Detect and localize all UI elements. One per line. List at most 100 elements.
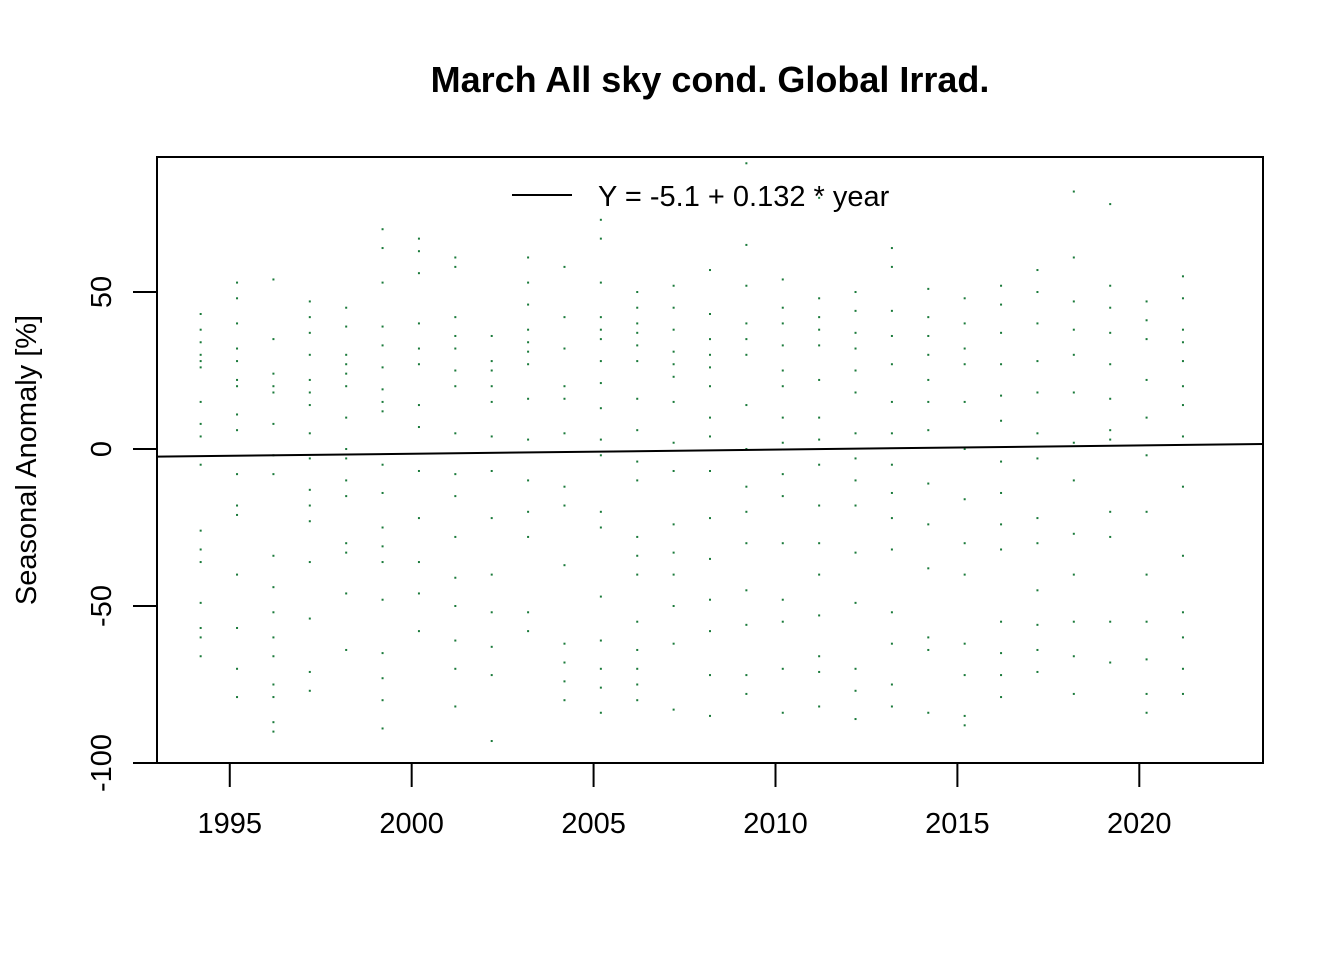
data-point xyxy=(927,287,930,290)
data-point xyxy=(599,595,602,598)
data-point xyxy=(672,708,675,711)
data-point xyxy=(345,448,348,451)
data-point xyxy=(563,316,566,319)
data-point xyxy=(1181,328,1184,331)
legend-label: Y = -5.1 + 0.132 * year xyxy=(598,181,890,213)
data-point xyxy=(199,366,202,369)
data-point xyxy=(563,680,566,683)
data-point xyxy=(672,573,675,576)
data-point xyxy=(308,331,311,334)
data-point xyxy=(745,322,748,325)
data-point xyxy=(672,605,675,608)
data-point xyxy=(1145,319,1148,322)
data-point xyxy=(1145,573,1148,576)
data-point xyxy=(781,473,784,476)
data-point xyxy=(417,250,420,253)
data-point xyxy=(1000,696,1003,699)
data-point xyxy=(308,457,311,460)
data-point xyxy=(272,372,275,375)
data-point xyxy=(599,438,602,441)
data-point xyxy=(236,429,239,432)
data-point xyxy=(563,397,566,400)
data-point xyxy=(599,711,602,714)
data-point xyxy=(927,334,930,337)
data-point xyxy=(454,385,457,388)
data-point xyxy=(1109,535,1112,538)
data-point xyxy=(1145,658,1148,661)
data-point xyxy=(1181,692,1184,695)
data-point xyxy=(745,674,748,677)
data-point xyxy=(599,360,602,363)
data-point xyxy=(781,620,784,623)
data-point xyxy=(308,432,311,435)
data-point xyxy=(745,589,748,592)
data-point xyxy=(1181,297,1184,300)
data-point xyxy=(599,639,602,642)
data-point xyxy=(345,385,348,388)
data-point xyxy=(709,312,711,315)
data-point xyxy=(381,561,384,564)
data-point xyxy=(890,363,893,366)
trend-line xyxy=(156,443,1264,458)
data-point xyxy=(454,347,457,350)
data-point xyxy=(454,334,457,337)
data-point xyxy=(490,369,493,372)
data-point xyxy=(527,341,530,344)
data-point xyxy=(381,325,384,328)
data-point xyxy=(672,551,675,554)
data-point xyxy=(236,513,239,516)
data-point xyxy=(1181,611,1184,614)
data-point xyxy=(490,517,493,520)
data-point xyxy=(236,696,239,699)
data-point xyxy=(818,655,821,658)
data-point xyxy=(1181,667,1184,670)
data-point xyxy=(1036,517,1039,520)
data-point xyxy=(527,397,530,400)
data-point xyxy=(636,360,639,363)
chart-title: March All sky cond. Global Irrad. xyxy=(431,59,990,100)
data-point xyxy=(781,322,784,325)
data-point xyxy=(490,469,493,472)
data-point xyxy=(527,256,530,259)
data-point xyxy=(1145,300,1148,303)
data-point xyxy=(1072,441,1075,444)
data-point xyxy=(1145,454,1148,457)
data-point xyxy=(1109,661,1112,664)
data-point xyxy=(308,617,311,620)
data-point xyxy=(272,721,275,724)
data-point xyxy=(272,655,275,658)
data-point xyxy=(527,350,530,353)
data-point xyxy=(236,626,239,629)
data-point xyxy=(745,162,748,165)
data-point xyxy=(490,645,493,648)
data-point xyxy=(1036,457,1039,460)
data-point xyxy=(672,375,675,378)
data-point xyxy=(236,378,239,381)
data-point xyxy=(818,297,821,300)
data-point xyxy=(417,404,420,407)
data-point xyxy=(1072,692,1075,695)
data-point xyxy=(709,557,711,560)
data-point xyxy=(236,322,239,325)
data-point xyxy=(308,316,311,319)
x-tick-label: 2015 xyxy=(925,808,990,840)
data-point xyxy=(818,670,821,673)
data-point xyxy=(818,463,821,466)
legend: Y = -5.1 + 0.132 * year xyxy=(512,181,890,213)
data-point xyxy=(745,338,748,341)
data-point xyxy=(745,404,748,407)
data-point xyxy=(927,567,930,570)
data-point xyxy=(563,642,566,645)
data-point xyxy=(709,353,711,356)
data-point xyxy=(1145,416,1148,419)
data-point xyxy=(854,432,857,435)
data-point xyxy=(709,269,711,272)
data-point xyxy=(599,382,602,385)
data-point xyxy=(527,281,530,284)
data-point xyxy=(1109,429,1112,432)
data-point xyxy=(818,504,821,507)
data-point xyxy=(199,328,202,331)
data-point xyxy=(709,416,711,419)
data-point xyxy=(781,441,784,444)
data-point xyxy=(345,372,348,375)
